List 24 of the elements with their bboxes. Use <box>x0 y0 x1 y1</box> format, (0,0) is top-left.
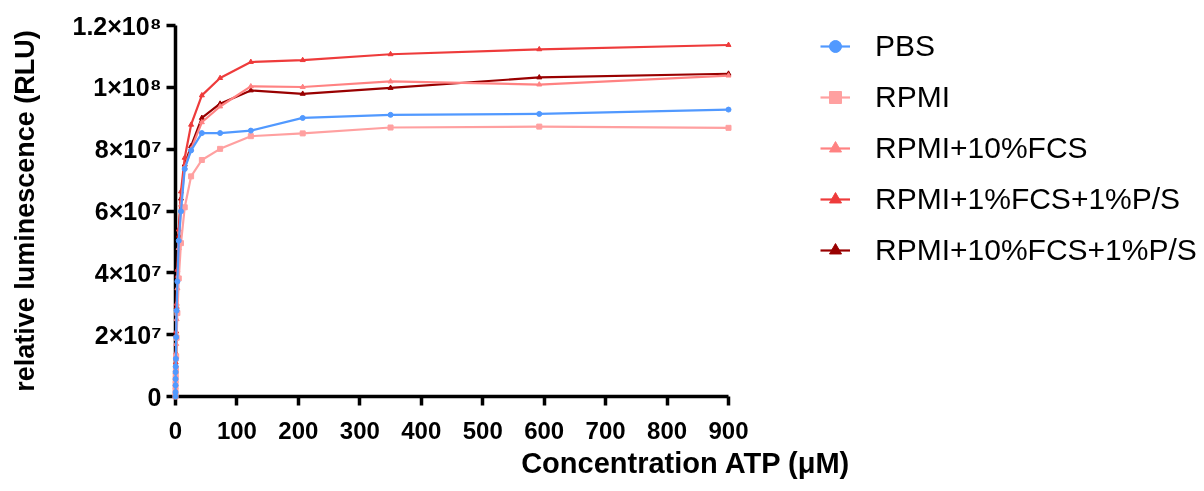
y-tick-label: 8×10⁷ <box>94 135 162 164</box>
y-tick-label: 6×10⁷ <box>94 197 162 225</box>
legend-label: RPMI <box>875 80 950 114</box>
y-tick-label: 4×10⁷ <box>94 258 162 287</box>
x-tick-label: 200 <box>278 416 319 444</box>
y-axis-title: relative luminescence (RLU) <box>9 30 40 392</box>
x-tick-label: 500 <box>462 416 503 444</box>
x-tick-label: 300 <box>339 416 380 444</box>
x-tick-label: 400 <box>401 416 442 444</box>
x-tick-label: 900 <box>708 416 749 444</box>
y-tick-label: 1.2×10⁸ <box>72 11 162 40</box>
legend-label: RPMI+1%FCS+1%P/S <box>875 182 1181 216</box>
y-tick-label: 2×10⁷ <box>94 320 162 349</box>
legend-label: PBS <box>875 29 936 63</box>
x-axis-title: Concentration ATP (μM) <box>521 446 850 479</box>
x-tick-label: 700 <box>585 416 626 444</box>
x-tick-label: 600 <box>524 416 565 444</box>
x-tick-label: 800 <box>647 416 688 444</box>
legend-label: RPMI+10%FCS <box>875 131 1088 165</box>
x-tick-label: 100 <box>216 416 257 444</box>
y-tick-label: 1×10⁸ <box>93 73 162 102</box>
legend-label: RPMI+10%FCS+1%P/S <box>875 233 1197 267</box>
x-tick-label: 0 <box>168 416 183 444</box>
y-tick-label: 0 <box>147 382 162 411</box>
